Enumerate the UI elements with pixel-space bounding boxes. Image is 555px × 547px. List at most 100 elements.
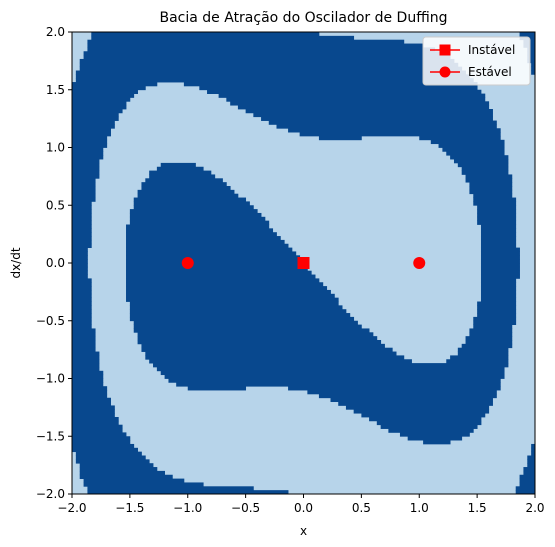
basin-cell [160, 162, 196, 168]
basin-cell [376, 420, 482, 426]
basin-cell [72, 378, 104, 383]
basin-cell [388, 428, 474, 433]
basin-cell [126, 263, 304, 268]
basin-cell [72, 413, 115, 418]
x-axis: −2.0 −1.5 −1.0 −0.5 0.0 0.5 1.0 1.5 2.0 [57, 494, 545, 515]
basin-cell [72, 232, 92, 237]
x-axis-label: x [300, 524, 307, 538]
basin-cell [407, 436, 463, 441]
y-tick-label: −1.5 [36, 429, 65, 443]
basin-cell [461, 170, 509, 175]
y-tick-label: 0.5 [46, 198, 65, 212]
basin-cell [72, 328, 96, 333]
basin-cell [480, 228, 517, 233]
basin-cell [72, 209, 92, 214]
legend-marker-estavel [439, 66, 451, 78]
basin-cell [79, 470, 165, 476]
y-axis-label: dx/dt [9, 247, 23, 278]
basin-cell [72, 224, 92, 229]
basin-cell [477, 205, 517, 210]
basin-cell [72, 247, 88, 252]
basin-cell [126, 247, 293, 252]
basin-cell [473, 320, 517, 325]
basin-cell [72, 374, 104, 379]
basin-cell [72, 236, 92, 241]
basin-cell [83, 478, 185, 483]
basin-cell [199, 85, 478, 91]
unstable-point-marker [297, 257, 310, 269]
basin-cell [72, 428, 123, 433]
basin-cell [187, 386, 247, 391]
basin-cell [129, 313, 351, 318]
basin-cell [288, 386, 501, 391]
x-tick-label: 1.0 [410, 501, 429, 515]
basin-cell [480, 243, 517, 248]
basin-cell [527, 463, 536, 468]
x-tick-label: 2.0 [525, 501, 544, 515]
basin-cell [126, 243, 289, 248]
basin-cell [72, 220, 92, 225]
basin-cell [72, 97, 131, 102]
basin-cell [133, 197, 247, 202]
basin-cell [438, 143, 505, 148]
basin-cell [480, 266, 520, 272]
basin-cell [72, 363, 100, 368]
basin-cell [72, 186, 96, 191]
basin-cell [72, 405, 115, 410]
basin-cell [72, 147, 104, 152]
fixed-points [181, 257, 426, 269]
basin-cell [72, 112, 119, 118]
basin-cell [126, 224, 270, 229]
basin-cell [156, 366, 505, 372]
basin-cell [446, 151, 505, 156]
basin-cell [126, 274, 316, 279]
basin-cell [469, 186, 513, 191]
basin-cell [75, 70, 466, 75]
basin-cell [72, 193, 96, 198]
basin-cell [72, 128, 111, 133]
basin-cell [531, 66, 536, 71]
basin-cell [399, 432, 470, 437]
basin-cell [149, 174, 216, 179]
basin-cell [72, 201, 92, 206]
basin-cell [72, 397, 111, 402]
basin-cell [276, 124, 497, 129]
basin-cell [75, 74, 470, 79]
basin-cell [72, 336, 96, 341]
basin-cell [72, 409, 115, 414]
basin-cell [299, 132, 501, 137]
basin-cell [126, 239, 285, 245]
basin-cell [141, 347, 393, 352]
basin-cell [72, 386, 108, 391]
basin-cell [330, 397, 493, 402]
basin-cell [72, 293, 92, 299]
basin-cell [477, 216, 517, 222]
basin-cell [480, 270, 520, 275]
basin-cell [129, 220, 270, 225]
basin-cell [72, 255, 88, 260]
basin-cell [531, 62, 536, 68]
basin-cell [126, 286, 328, 291]
basin-cell [338, 401, 493, 406]
stable-point-marker [181, 257, 194, 269]
basin-cell [141, 186, 231, 191]
basin-cell [477, 309, 517, 314]
basin-cell [237, 105, 490, 110]
basin-cell [87, 43, 424, 48]
basin-cell [72, 305, 92, 310]
basin-cell [72, 324, 92, 329]
basin-cell [183, 82, 478, 87]
basin-cell [87, 39, 405, 44]
basin-cell [160, 370, 505, 376]
basin-cell [469, 332, 513, 337]
basin-cell [72, 301, 92, 306]
basin-cell [72, 286, 92, 291]
basin-cell [83, 482, 204, 487]
basin-cell [75, 455, 146, 460]
basin-cell [515, 490, 536, 495]
x-tick-label: −1.0 [173, 501, 202, 515]
basin-cell [141, 182, 227, 187]
basin-cell [72, 228, 92, 233]
basin-cell [83, 55, 451, 60]
basin-cell [531, 70, 536, 75]
